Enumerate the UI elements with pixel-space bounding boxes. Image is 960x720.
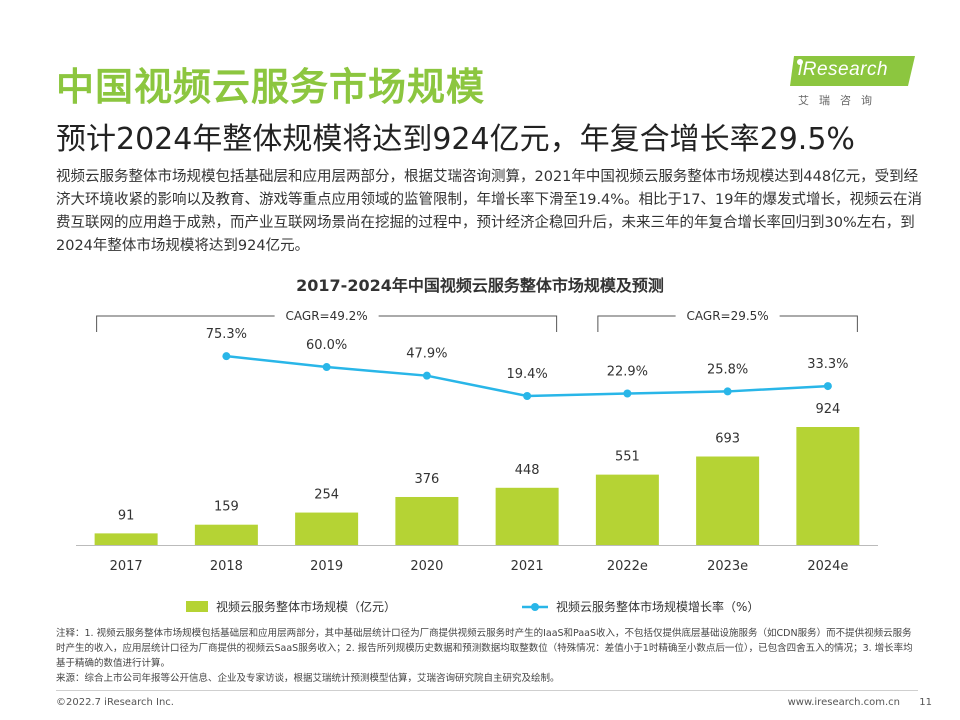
growth-rate-label: 25.8%: [707, 362, 748, 377]
category-label: 2024e: [807, 559, 848, 574]
category-label: 2020: [410, 559, 443, 574]
cagr-label: CAGR=29.5%: [687, 309, 769, 323]
chart-title: 2017-2024年中国视频云服务整体市场规模及预测: [296, 276, 664, 295]
page-number: 11: [919, 697, 932, 708]
growth-rate-label: 47.9%: [406, 347, 447, 362]
bar: [595, 474, 659, 545]
bar-value-label: 551: [615, 450, 640, 465]
growth-rate-label: 19.4%: [506, 367, 547, 382]
bar-value-label: 159: [214, 500, 239, 515]
growth-rate-point: [823, 382, 832, 391]
cagr-bracket: [597, 315, 858, 332]
market-size-chart: 91 2017 159 2018 254 2019 376 2020 448 2021 551 202…: [76, 309, 878, 614]
legend-bar-swatch: [186, 601, 208, 612]
logo-text: iResearch: [798, 59, 889, 80]
bar: [295, 512, 359, 545]
bar-value-label: 91: [118, 508, 135, 523]
category-label: 2018: [210, 559, 243, 574]
growth-rate-label: 75.3%: [206, 327, 247, 342]
bar: [395, 496, 459, 545]
growth-rate-point: [322, 363, 331, 372]
footer-divider: [56, 690, 918, 691]
growth-rate-point: [623, 389, 632, 398]
growth-rate-label: 60.0%: [306, 338, 347, 353]
bar: [194, 524, 258, 545]
category-label: 2019: [310, 559, 343, 574]
bar-value-label: 924: [815, 402, 840, 417]
bar: [94, 533, 158, 545]
bar-value-label: 254: [314, 488, 339, 503]
page-subtitle: 预计2024年整体规模将达到924亿元，年复合增长率29.5%: [56, 122, 855, 157]
growth-rate-point: [523, 392, 532, 400]
growth-rate-label: 22.9%: [607, 365, 648, 380]
legend-line-marker: [531, 603, 539, 611]
category-label: 2017: [110, 559, 143, 574]
footer-copyright: ©2022.7 iResearch Inc.: [56, 697, 174, 708]
growth-rate-label: 33.3%: [807, 357, 848, 372]
logo-subtext: 艾瑞咨询: [798, 94, 882, 107]
bar-value-label: 693: [715, 432, 740, 447]
cagr-label: CAGR=49.2%: [286, 309, 368, 323]
growth-rate-point: [222, 352, 231, 361]
iresearch-logo: [790, 56, 915, 86]
footnote-source: 来源：综合上市公司年报等公开信息、企业及专家访谈，根据艾瑞统计预测模型估算，艾瑞…: [56, 673, 560, 684]
growth-rate-point: [422, 371, 431, 380]
footnote-note: 注释：1. 视频云服务整体市场规模包括基础层和应用层两部分，其中基础层统计口径为…: [56, 628, 913, 669]
footer-url: www.iresearch.com.cn: [787, 697, 900, 708]
bar: [696, 456, 760, 545]
bar: [495, 487, 559, 545]
footnotes: 注释：1. 视频云服务整体市场规模包括基础层和应用层两部分，其中基础层统计口径为…: [56, 626, 918, 686]
category-label: 2023e: [707, 559, 748, 574]
category-label: 2022e: [607, 559, 648, 574]
legend-line-label: 视频云服务整体市场规模增长率（%）: [556, 599, 759, 614]
bar-value-label: 376: [414, 472, 439, 487]
bar: [796, 427, 860, 545]
page-title: 中国视频云服务市场规模: [56, 65, 486, 109]
legend-bar-label: 视频云服务整体市场规模（亿元）: [216, 599, 396, 614]
bar-value-label: 448: [515, 463, 540, 478]
category-label: 2021: [511, 559, 544, 574]
cagr-bracket: [96, 315, 558, 332]
growth-rate-point: [723, 387, 732, 396]
intro-paragraph: 视频云服务整体市场规模包括基础层和应用层两部分，根据艾瑞咨询测算，2021年中国…: [56, 169, 922, 254]
